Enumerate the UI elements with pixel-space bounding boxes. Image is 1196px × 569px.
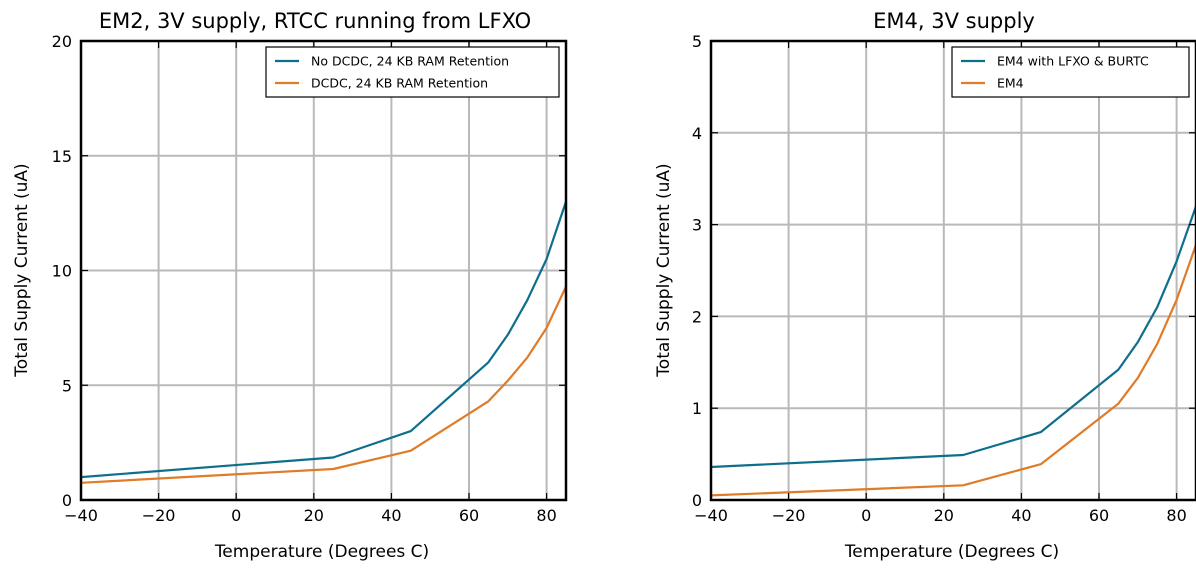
legend: No DCDC, 24 KB RAM Retention DCDC, 24 KB … <box>266 47 559 97</box>
chart-em2: EM2, 3V supply, RTCC running from LFXO T… <box>12 9 566 562</box>
y-tick-label: 2 <box>692 307 702 326</box>
x-axis-label: Temperature (Degrees C) <box>214 542 429 562</box>
x-tick-label: 80 <box>536 506 556 525</box>
y-tick-label: 0 <box>692 491 702 510</box>
y-axis-label: Total Supply Current (uA) <box>12 163 32 377</box>
y-tick-label: 20 <box>52 32 72 51</box>
legend-label-1: EM4 with LFXO & BURTC <box>997 54 1149 69</box>
x-tick-label: 0 <box>861 506 871 525</box>
chart-em4: EM4, 3V supply Temperature (Degrees C) T… <box>654 9 1196 562</box>
y-tick-label: 4 <box>692 124 702 143</box>
y-tick-label: 5 <box>62 376 72 395</box>
legend-label-1: No DCDC, 24 KB RAM Retention <box>311 54 509 69</box>
x-tick-label: 60 <box>1089 506 1109 525</box>
series-line-1 <box>81 202 566 478</box>
y-tick-label: 15 <box>52 147 72 166</box>
legend: EM4 with LFXO & BURTC EM4 <box>952 47 1189 97</box>
y-tick-label: 5 <box>692 32 702 51</box>
x-tick-label: 0 <box>231 506 241 525</box>
series-line-2 <box>711 245 1196 496</box>
x-tick-label: 80 <box>1166 506 1186 525</box>
plot-frame <box>711 41 1196 500</box>
x-tick-label: 20 <box>934 506 954 525</box>
x-tick-label: 20 <box>304 506 324 525</box>
x-tick-label: 40 <box>1011 506 1031 525</box>
y-tick-label: 1 <box>692 399 702 418</box>
series-line-1 <box>711 206 1196 467</box>
chart-title: EM4, 3V supply <box>873 9 1035 33</box>
y-tick-label: 10 <box>52 262 72 281</box>
legend-label-2: DCDC, 24 KB RAM Retention <box>311 76 488 91</box>
x-axis-label: Temperature (Degrees C) <box>844 542 1059 562</box>
x-tick-label: −20 <box>772 506 806 525</box>
x-tick-label: −20 <box>142 506 176 525</box>
x-tick-label: 60 <box>459 506 479 525</box>
chart-title: EM2, 3V supply, RTCC running from LFXO <box>99 9 531 33</box>
y-tick-label: 0 <box>62 491 72 510</box>
y-axis-label: Total Supply Current (uA) <box>654 163 674 377</box>
y-tick-label: 3 <box>692 216 702 235</box>
x-tick-label: 40 <box>381 506 401 525</box>
legend-label-2: EM4 <box>997 76 1024 91</box>
